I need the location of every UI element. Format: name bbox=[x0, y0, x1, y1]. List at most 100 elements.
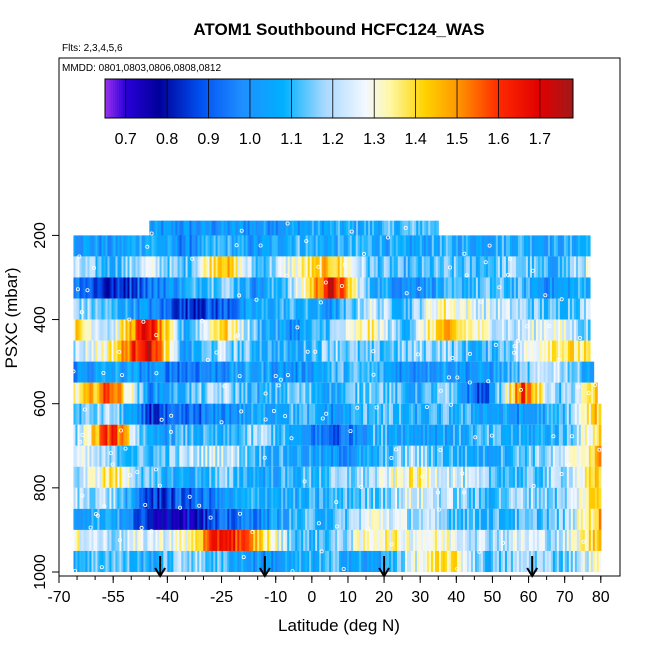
sample-point bbox=[438, 447, 443, 452]
heatmap-cell bbox=[532, 403, 536, 425]
heatmap-cell bbox=[381, 340, 385, 362]
heatmap-cell bbox=[441, 277, 445, 299]
sample-point bbox=[581, 539, 586, 544]
heatmap-cell bbox=[399, 235, 403, 257]
heatmap-cell bbox=[508, 445, 512, 467]
heatmap-cell bbox=[339, 319, 343, 341]
heatmap-cell bbox=[101, 319, 105, 341]
heatmap-cell bbox=[251, 235, 255, 257]
sample-point bbox=[88, 525, 93, 530]
sample-point bbox=[447, 265, 452, 270]
colorbar-swatch bbox=[199, 79, 202, 118]
heatmap-cell bbox=[393, 340, 397, 362]
heatmap-cell bbox=[351, 487, 354, 509]
heatmap-cell bbox=[247, 445, 250, 467]
heatmap-cell bbox=[151, 319, 155, 341]
heatmap-cell bbox=[207, 277, 211, 299]
heatmap-cell bbox=[353, 529, 356, 551]
heatmap-cell bbox=[175, 220, 178, 242]
heatmap-cell bbox=[433, 340, 437, 362]
heatmap-cell bbox=[377, 277, 381, 299]
heatmap-cell bbox=[215, 550, 218, 572]
heatmap-cell bbox=[413, 235, 417, 257]
heatmap-cell bbox=[141, 235, 145, 257]
heatmap-cell bbox=[85, 361, 89, 383]
heatmap-cell bbox=[153, 319, 157, 341]
heatmap-cell bbox=[175, 550, 178, 572]
heatmap-cell bbox=[484, 403, 488, 425]
heatmap-cell bbox=[151, 220, 154, 242]
heatmap-cell bbox=[534, 487, 538, 509]
heatmap-cell bbox=[397, 487, 400, 509]
heatmap-cell bbox=[97, 424, 101, 446]
heatmap-cell bbox=[301, 403, 304, 425]
heatmap-cell bbox=[281, 550, 284, 572]
heatmap-cell bbox=[561, 256, 565, 278]
sample-point bbox=[117, 349, 122, 354]
sample-point bbox=[290, 569, 295, 574]
heatmap-cell bbox=[165, 466, 168, 488]
colorbar-swatch bbox=[485, 79, 488, 118]
heatmap-cell bbox=[385, 403, 388, 425]
heatmap-cell bbox=[199, 508, 202, 530]
heatmap-cell bbox=[592, 466, 596, 488]
heatmap-cell bbox=[479, 340, 483, 362]
heatmap-cell bbox=[261, 382, 264, 404]
sample-point bbox=[110, 462, 115, 467]
heatmap-cell bbox=[237, 256, 241, 278]
heatmap-cell bbox=[179, 529, 182, 551]
heatmap-cell bbox=[357, 298, 361, 320]
heatmap-cell bbox=[385, 361, 389, 383]
heatmap-cell bbox=[139, 550, 142, 572]
heatmap-cell bbox=[497, 382, 500, 404]
heatmap-cell bbox=[593, 382, 596, 404]
heatmap-cell bbox=[506, 529, 510, 551]
heatmap-cell bbox=[165, 424, 168, 446]
heatmap-cell bbox=[540, 529, 544, 551]
heatmap-cell bbox=[383, 487, 386, 509]
heatmap-cell bbox=[113, 466, 116, 488]
colorbar-swatch bbox=[289, 79, 292, 118]
heatmap-cell bbox=[209, 403, 212, 425]
heatmap-cell bbox=[291, 256, 295, 278]
heatmap-cell bbox=[479, 298, 483, 320]
heatmap-cell bbox=[542, 508, 546, 530]
heatmap-cell bbox=[225, 550, 228, 572]
heatmap-cell bbox=[339, 220, 343, 242]
heatmap-cell bbox=[275, 445, 278, 467]
heatmap-cell bbox=[209, 220, 213, 242]
heatmap-cell bbox=[239, 529, 242, 551]
heatmap-cell bbox=[163, 550, 166, 572]
heatmap-cell bbox=[117, 424, 120, 446]
heatmap-cell bbox=[149, 487, 152, 509]
heatmap-cell bbox=[491, 235, 495, 257]
heatmap-cell bbox=[259, 256, 263, 278]
sample-point bbox=[371, 349, 376, 354]
heatmap-cell bbox=[521, 319, 525, 341]
heatmap-cell bbox=[115, 340, 119, 362]
heatmap-cell bbox=[367, 529, 370, 551]
heatmap-cell bbox=[383, 466, 386, 488]
heatmap-cell bbox=[499, 298, 503, 320]
heatmap-cell bbox=[215, 277, 219, 299]
heatmap-cell bbox=[253, 487, 256, 509]
heatmap-cell bbox=[357, 466, 360, 488]
heatmap-cell bbox=[353, 220, 357, 242]
heatmap-cell bbox=[385, 445, 388, 467]
heatmap-cell bbox=[459, 319, 463, 341]
heatmap-cell bbox=[187, 550, 190, 572]
heatmap-cell bbox=[367, 277, 371, 299]
heatmap-cell bbox=[552, 550, 556, 572]
heatmap-cell bbox=[395, 508, 398, 530]
heatmap-cell bbox=[442, 487, 446, 509]
colorbar-swatch bbox=[563, 79, 566, 118]
heatmap-cell bbox=[87, 361, 91, 383]
heatmap-cell bbox=[405, 277, 409, 299]
heatmap-cell bbox=[259, 220, 263, 242]
heatmap-cell bbox=[181, 529, 184, 551]
heatmap-cell bbox=[363, 277, 367, 299]
heatmap-cell bbox=[383, 319, 387, 341]
heatmap-cell bbox=[121, 319, 125, 341]
heatmap-cell bbox=[149, 424, 152, 446]
heatmap-cell bbox=[243, 382, 246, 404]
